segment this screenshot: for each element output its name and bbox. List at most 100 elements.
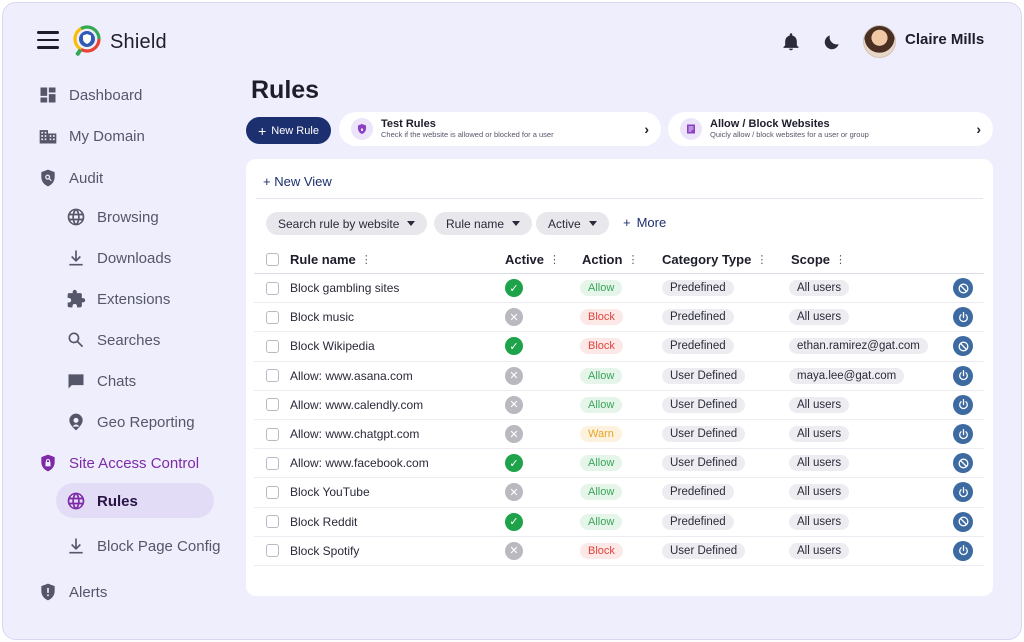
scope-tag: All users (789, 455, 850, 472)
bell-icon[interactable] (781, 32, 801, 52)
scope-tag: maya.lee@gat.com (789, 367, 905, 384)
sidebar-item-extensions[interactable]: Extensions (65, 288, 170, 310)
filter-search-rule-by-website[interactable]: Search rule by website (266, 212, 428, 235)
sidebar-active-highlight (56, 483, 214, 518)
row-checkbox[interactable] (266, 281, 279, 295)
avatar[interactable] (863, 25, 896, 58)
row-checkbox[interactable] (266, 427, 279, 441)
sidebar-item-block-page-config[interactable]: Block Page Config (65, 535, 220, 557)
x-circle-icon: ✕ (505, 366, 523, 385)
user-name[interactable]: Claire Mills (905, 31, 985, 48)
table-row[interactable]: Block YouTube ✕ Allow Predefined All users (254, 478, 984, 508)
sidebar-item-label: Extensions (97, 290, 171, 308)
sidebar-item-dashboard[interactable]: Dashboard (37, 84, 142, 106)
test-rules-title: Test Rules (381, 118, 436, 130)
category-tag: User Defined (662, 455, 746, 472)
sidebar-item-browsing[interactable]: Browsing (65, 206, 159, 228)
row-checkbox[interactable] (266, 485, 279, 499)
rule-name: Block gambling sites (290, 281, 400, 296)
row-checkbox[interactable] (266, 398, 279, 412)
power-icon[interactable] (953, 365, 973, 386)
table-row[interactable]: Block gambling sites ✓ Allow Predefined All … (254, 274, 984, 304)
column-menu-icon[interactable]: ⋮ (835, 253, 847, 266)
block-icon[interactable] (953, 278, 973, 299)
column-menu-icon[interactable]: ⋮ (627, 253, 639, 266)
allow-block-websites-card[interactable]: Allow / Block Websites Quicly allow / bl… (668, 112, 993, 146)
rule-name: Block Reddit (290, 514, 358, 529)
search-icon (65, 329, 87, 351)
table-row[interactable]: Block Reddit ✓ Allow Predefined All users (254, 508, 984, 537)
sidebar-item-site-access-control[interactable]: Site Access Control (37, 452, 199, 474)
filter-active[interactable]: Active (536, 212, 609, 235)
table-row[interactable]: Block Spotify ✕ Block User Defined All users (254, 537, 984, 566)
power-icon[interactable] (953, 394, 973, 415)
sidebar-item-chats[interactable]: Chats (65, 370, 136, 392)
column-menu-icon[interactable]: ⋮ (360, 253, 372, 266)
row-checkbox[interactable] (266, 310, 279, 324)
sidebar-item-geo-reporting[interactable]: Geo Reporting (65, 411, 195, 433)
sidebar-item-rules[interactable]: Rules (65, 490, 138, 512)
rule-name: Allow: www.facebook.com (290, 456, 429, 471)
table-row[interactable]: Block Wikipedia ✓ Block Predefined ethan.ram… (254, 332, 984, 362)
sidebar-item-label: Geo Reporting (97, 413, 195, 431)
power-icon[interactable] (953, 540, 973, 561)
rule-name: Allow: www.calendly.com (290, 397, 424, 412)
new-rule-button[interactable]: + New Rule (246, 117, 331, 144)
column-menu-icon[interactable]: ⋮ (549, 253, 561, 266)
table-row[interactable]: Allow: www.facebook.com ✓ Allow User Define… (254, 449, 984, 479)
sidebar-item-label: Site Access Control (69, 454, 200, 472)
category-tag: Predefined (662, 484, 734, 501)
power-icon[interactable] (953, 307, 973, 328)
column-header-category-type[interactable]: Category Type ⋮ (662, 251, 768, 267)
sidebar-item-searches[interactable]: Searches (65, 329, 160, 351)
row-checkbox[interactable] (266, 456, 279, 470)
rules-panel: + New View Search rule by website Rule n… (246, 159, 993, 596)
shield-search-icon (37, 167, 59, 189)
table-row[interactable]: Allow: www.chatgpt.com ✕ Warn User Defined A… (254, 420, 984, 450)
brand-name: Shield (110, 31, 167, 53)
row-checkbox[interactable] (266, 339, 279, 353)
table-header: Rule name ⋮ Active ⋮ Action ⋮ Category Type… (254, 245, 984, 274)
column-header-scope[interactable]: Scope ⋮ (791, 251, 847, 267)
sidebar-item-label: Alerts (69, 583, 108, 601)
test-rules-card[interactable]: Test Rules Check if the website is allow… (339, 112, 661, 146)
plus-icon: + (623, 215, 631, 230)
scope-tag: ethan.ramirez@gat.com (789, 338, 928, 355)
more-filters-button[interactable]: + More (623, 215, 666, 230)
block-icon[interactable] (953, 453, 973, 474)
table-row[interactable]: Block music ✕ Block Predefined All users (254, 303, 984, 333)
menu-icon[interactable] (37, 31, 59, 49)
action-badge: Allow (580, 280, 623, 297)
sidebar-item-audit[interactable]: Audit (37, 167, 103, 189)
filter-label: Active (548, 216, 581, 231)
row-checkbox[interactable] (266, 515, 279, 529)
caret-down-icon (512, 221, 521, 226)
sidebar-item-alerts[interactable]: Alerts (37, 581, 107, 603)
select-all-checkbox[interactable] (266, 252, 279, 266)
power-icon[interactable] (953, 424, 973, 445)
rule-name: Allow: www.chatgpt.com (290, 427, 420, 442)
row-checkbox[interactable] (266, 369, 279, 383)
action-badge: Allow (580, 396, 623, 413)
block-icon[interactable] (953, 336, 973, 357)
sidebar-item-label: My Domain (69, 127, 145, 145)
filter-rule-name[interactable]: Rule name (434, 212, 533, 235)
power-icon[interactable] (953, 482, 973, 503)
table-row[interactable]: Allow: www.calendly.com ✕ Allow User Define… (254, 391, 984, 420)
moon-icon[interactable] (822, 32, 842, 52)
new-view-button[interactable]: + New View (263, 174, 332, 189)
sidebar-item-my-domain[interactable]: My Domain (37, 125, 145, 147)
block-icon[interactable] (953, 511, 973, 532)
category-tag: User Defined (662, 426, 746, 443)
sidebar-item-label: Audit (69, 169, 104, 187)
column-menu-icon[interactable]: ⋮ (756, 253, 768, 266)
row-checkbox[interactable] (266, 544, 279, 558)
column-header-rule-name[interactable]: Rule name ⋮ (290, 251, 372, 267)
sidebar-item-downloads[interactable]: Downloads (65, 247, 171, 269)
sidebar-item-label: Block Page Config (97, 537, 221, 555)
column-header-active[interactable]: Active ⋮ (505, 251, 561, 267)
column-header-action[interactable]: Action ⋮ (582, 251, 639, 267)
new-rule-label: New Rule (271, 124, 319, 137)
table-row[interactable]: Allow: www.asana.com ✕ Allow User Defined ma… (254, 362, 984, 391)
